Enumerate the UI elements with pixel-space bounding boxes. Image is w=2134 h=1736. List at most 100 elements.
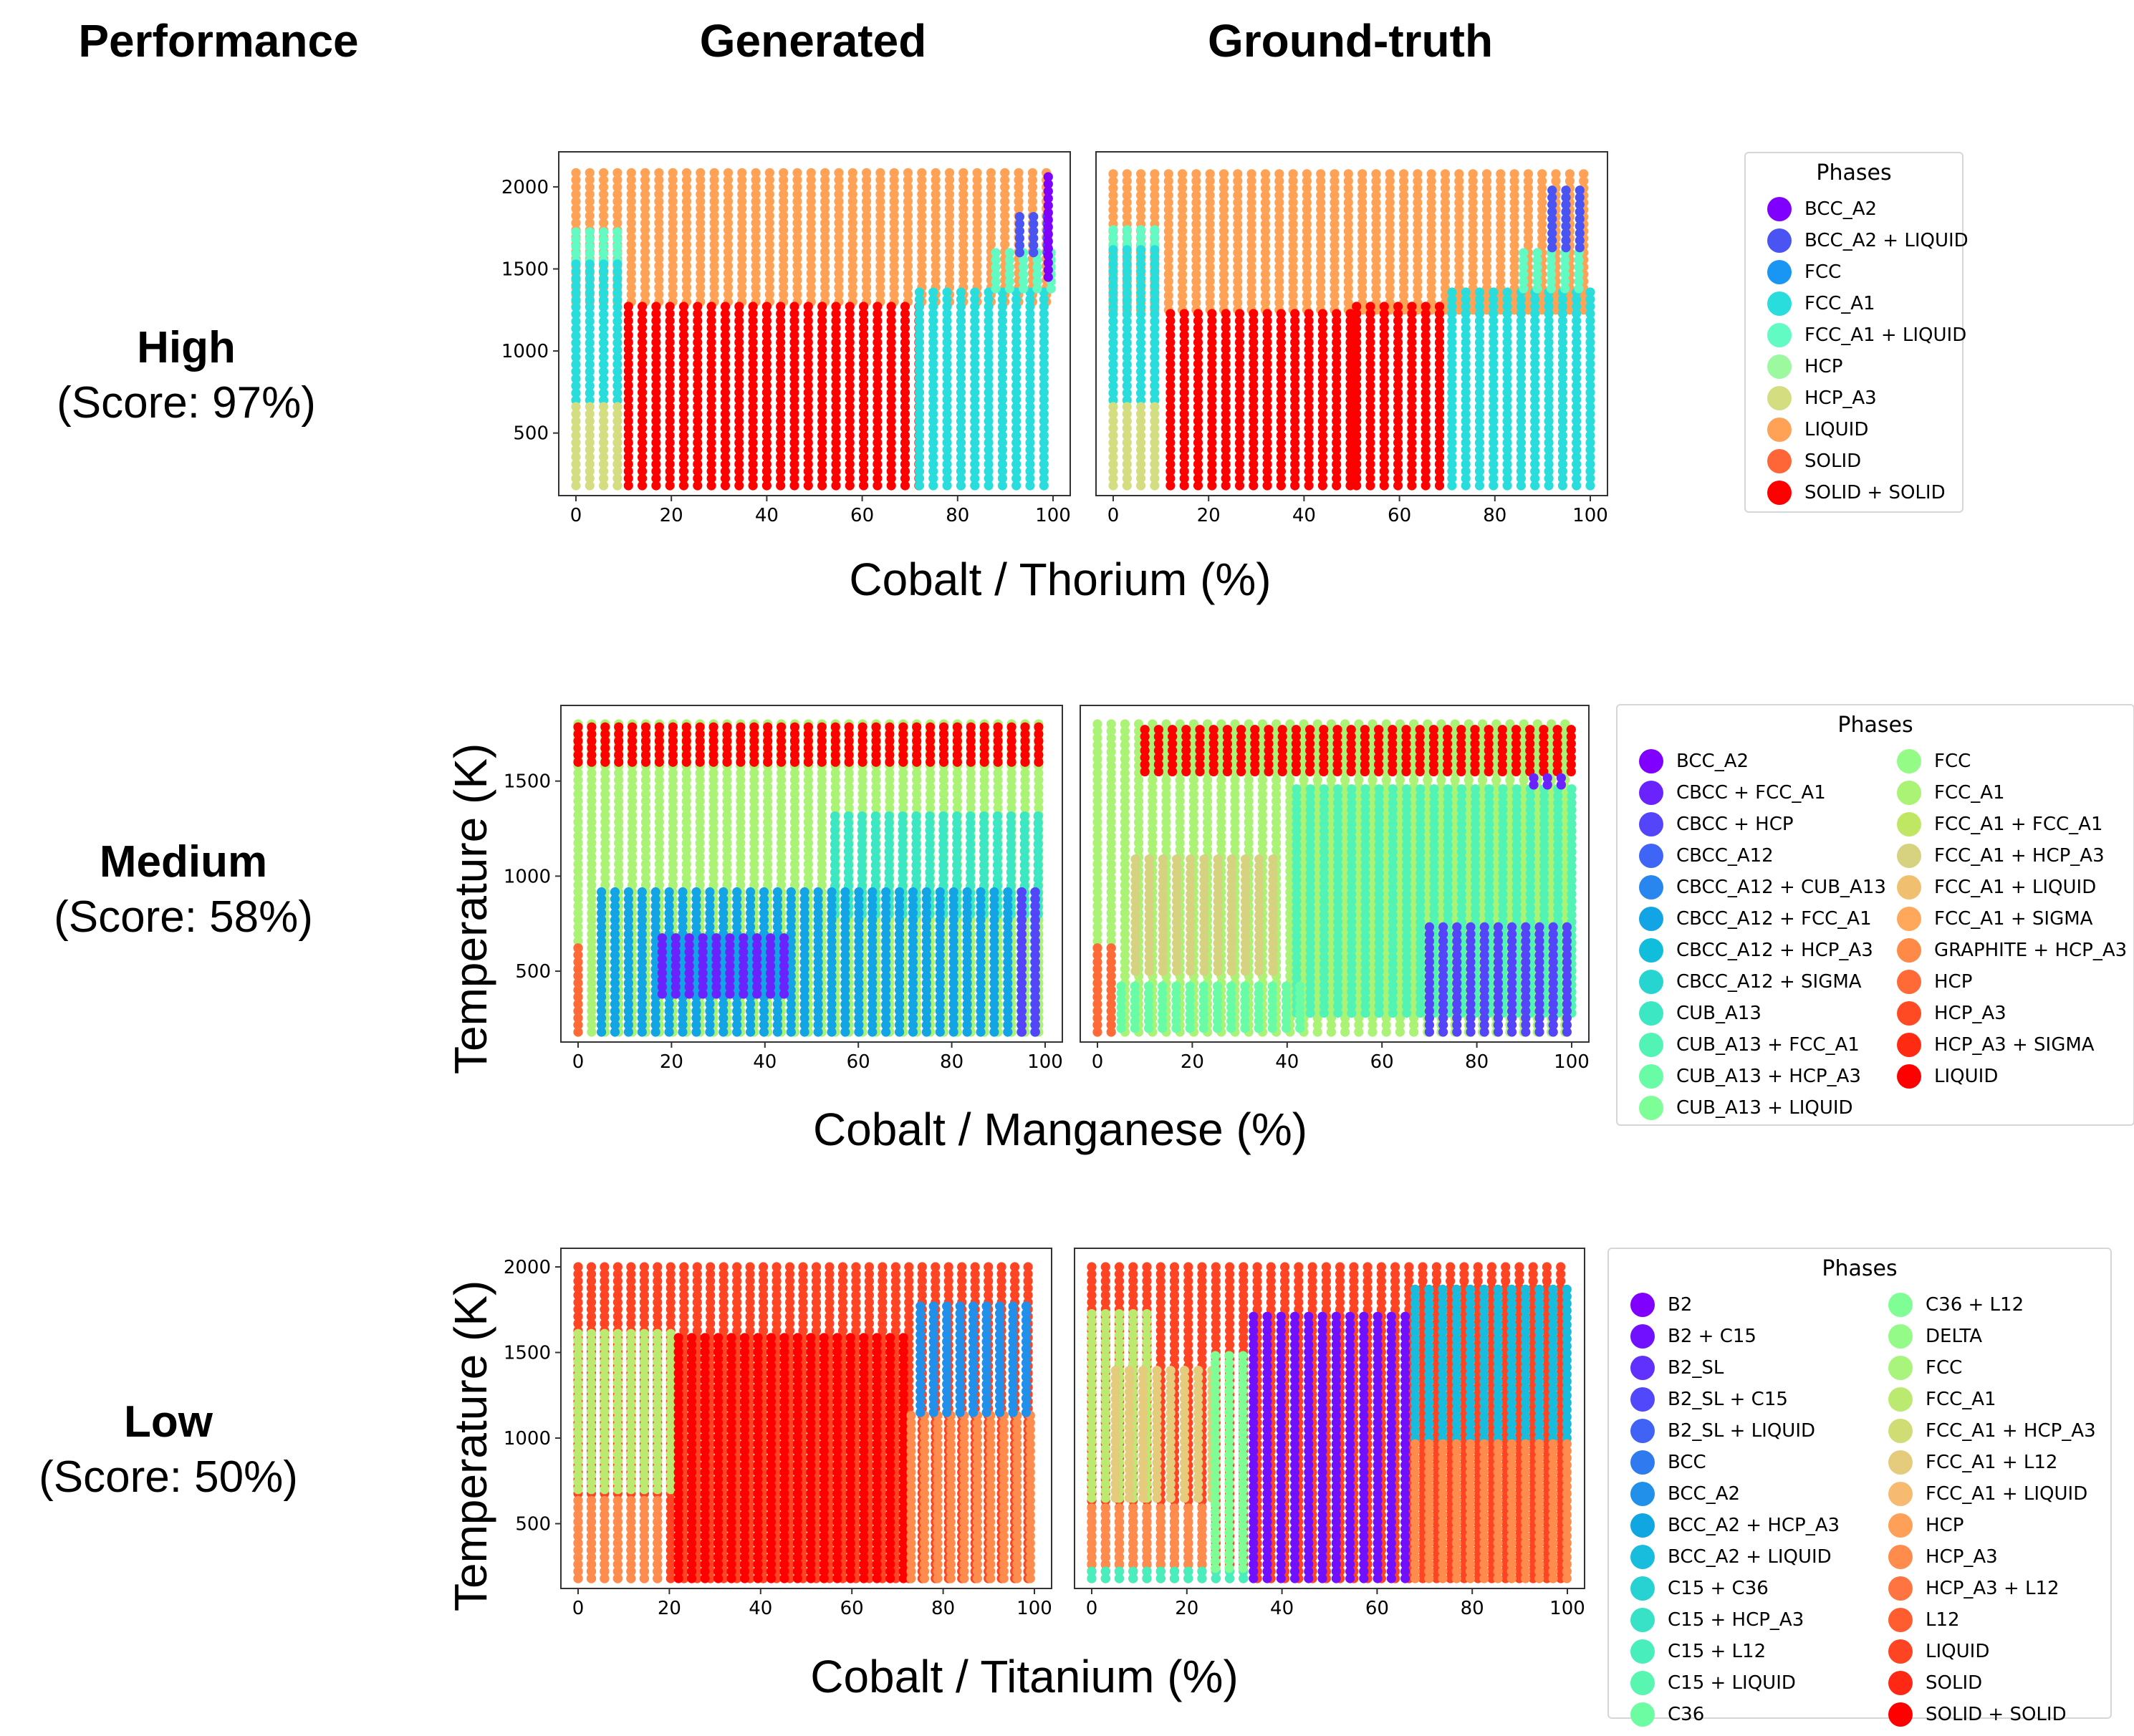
data-point	[614, 838, 624, 848]
data-point	[764, 211, 774, 221]
data-point	[734, 416, 744, 426]
data-point	[979, 789, 989, 799]
data-point	[1234, 352, 1245, 362]
data-point	[654, 175, 664, 185]
data-point	[779, 289, 789, 299]
data-point	[875, 175, 885, 185]
data-point	[956, 395, 966, 405]
data-point	[1108, 367, 1118, 377]
data-point	[820, 275, 830, 285]
data-point	[668, 831, 678, 841]
data-point	[984, 409, 994, 419]
data-point	[1108, 225, 1118, 235]
data-point	[792, 232, 802, 242]
data-point	[928, 330, 938, 340]
data-point	[928, 445, 938, 455]
data-point	[1357, 269, 1368, 279]
data-point	[1379, 309, 1389, 319]
data-point	[779, 254, 789, 264]
data-point	[1530, 366, 1540, 376]
data-point	[734, 430, 744, 440]
data-point	[696, 189, 706, 199]
data-point	[817, 302, 827, 312]
data-point	[1032, 276, 1042, 286]
data-point	[1276, 423, 1286, 433]
data-point	[1551, 176, 1561, 186]
data-point	[859, 402, 869, 412]
data-point	[984, 473, 994, 483]
data-point	[1260, 269, 1271, 279]
data-point	[979, 796, 989, 806]
data-point	[1150, 183, 1160, 193]
data-point	[761, 373, 772, 383]
data-point	[956, 316, 966, 326]
data-point	[600, 782, 610, 792]
data-point	[1461, 330, 1471, 340]
data-point	[722, 845, 732, 855]
data-point	[845, 466, 855, 476]
data-point	[709, 211, 719, 221]
data-point	[612, 302, 623, 312]
data-point	[970, 352, 980, 362]
data-point	[651, 316, 661, 326]
data-point	[654, 232, 664, 242]
data-point	[806, 239, 816, 249]
data-point	[1317, 459, 1327, 469]
data-point	[638, 438, 648, 448]
data-point	[1509, 198, 1519, 208]
data-point	[914, 359, 925, 369]
x-tick-label: 40	[755, 505, 779, 526]
data-point	[862, 275, 872, 285]
data-point	[885, 782, 895, 792]
data-point	[803, 803, 813, 813]
data-point	[1421, 387, 1431, 397]
data-point	[1352, 438, 1362, 448]
data-point	[984, 438, 994, 448]
data-point	[1357, 205, 1368, 215]
data-point	[723, 196, 734, 206]
data-point	[1352, 416, 1362, 426]
data-point	[914, 452, 925, 462]
data-point	[1332, 373, 1342, 383]
data-point	[640, 268, 650, 278]
data-point	[986, 225, 996, 235]
data-point	[1317, 438, 1327, 448]
data-point	[1343, 205, 1353, 215]
data-point	[1572, 352, 1582, 362]
data-point	[970, 337, 980, 347]
data-point	[820, 246, 830, 256]
data-point	[1221, 380, 1231, 390]
data-point	[1276, 409, 1286, 419]
data-point	[1025, 459, 1035, 469]
data-point	[873, 352, 883, 362]
data-point	[1352, 337, 1362, 347]
data-point	[585, 402, 595, 412]
data-point	[571, 227, 581, 237]
data-point	[1136, 212, 1146, 222]
data-point	[875, 168, 885, 178]
data-point	[942, 344, 952, 355]
data-point	[585, 234, 595, 244]
data-point	[1304, 459, 1314, 469]
data-point	[681, 189, 692, 199]
data-point	[928, 294, 938, 304]
data-point	[942, 445, 952, 455]
data-point	[1136, 245, 1146, 255]
data-point	[970, 330, 980, 340]
data-point	[571, 259, 581, 269]
data-point	[1221, 337, 1231, 347]
data-point	[761, 445, 772, 455]
data-point	[1474, 344, 1485, 355]
data-point	[1585, 466, 1595, 476]
data-point	[831, 416, 841, 426]
data-point	[1122, 252, 1132, 262]
data-point	[875, 218, 885, 228]
data-point	[789, 880, 800, 890]
data-point	[764, 282, 774, 292]
data-point	[817, 838, 827, 848]
data-point	[1234, 409, 1245, 419]
data-point	[789, 852, 800, 862]
data-point	[1379, 459, 1389, 469]
data-point	[1461, 430, 1471, 440]
data-point	[1532, 255, 1542, 265]
